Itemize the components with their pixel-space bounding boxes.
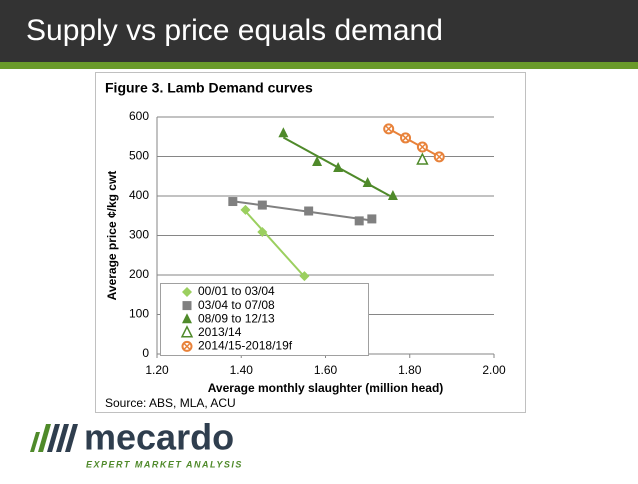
logo-bar: [47, 424, 60, 452]
marker-cross: [183, 342, 191, 350]
legend-label: 2013/14: [198, 325, 242, 339]
legend-label: 03/04 to 07/08: [198, 298, 275, 312]
plot: 0 100 200 300 400 500 600 1.20 1.40 1.60 1.80 2.00 A…: [105, 109, 506, 395]
marker-cross: [385, 125, 393, 133]
trend-line: [388, 127, 440, 158]
logo: mecardo EXPERT MARKET ANALYSIS: [30, 417, 243, 469]
x-tick-label: 1.60: [314, 363, 338, 377]
marker: [304, 206, 314, 216]
marker: [228, 197, 238, 207]
marker: [416, 141, 428, 153]
legend-label: 2014/15-2018/19f: [198, 339, 293, 353]
logo-bar: [56, 424, 69, 452]
chart-title: Figure 3. Lamb Demand curves: [105, 80, 313, 96]
y-tick-label: 300: [129, 228, 149, 242]
marker: [433, 151, 445, 163]
x-tick-label: 1.20: [145, 363, 169, 377]
chart-frame: [95, 72, 526, 413]
marker: [367, 214, 377, 224]
marker: [182, 301, 192, 311]
marker: [400, 132, 412, 144]
legend-box: [160, 283, 369, 356]
marker: [278, 127, 289, 138]
x-tick-label: 2.00: [482, 363, 506, 377]
marker: [354, 216, 364, 226]
marker: [416, 152, 429, 165]
source: Source: ABS, MLA, ACU: [105, 396, 236, 410]
y-tick-label: 0: [142, 346, 149, 360]
x-axis-title: Average monthly slaughter (million head): [208, 381, 444, 395]
trend-line: [232, 200, 372, 222]
x-tick-label: 1.40: [230, 363, 254, 377]
logo-name: mecardo: [84, 417, 234, 458]
marker-cross: [402, 134, 410, 142]
slide-title: Supply vs price equals demand: [26, 14, 443, 47]
marker: [387, 190, 398, 200]
marker: [299, 271, 310, 282]
legend-label: 08/09 to 12/13: [198, 311, 275, 325]
marker: [180, 325, 194, 338]
marker: [257, 200, 267, 210]
logo-bar: [30, 432, 40, 452]
marker: [257, 226, 268, 237]
marker: [333, 161, 344, 172]
marker-cross: [435, 153, 443, 161]
y-axis-title: Average price ¢/kg cwt: [105, 171, 119, 301]
marker: [362, 176, 373, 187]
y-tick-label: 100: [129, 307, 149, 321]
y-tick-label: 600: [129, 109, 149, 123]
logo-bar: [38, 424, 51, 452]
y-tick-label: 400: [129, 188, 149, 202]
marker: [181, 340, 193, 352]
y-tick-label: 500: [129, 149, 149, 163]
marker: [182, 313, 192, 324]
header-stripe: [0, 62, 638, 69]
logo-bar: [65, 424, 78, 452]
marker-cross: [418, 143, 426, 151]
x-tick-label: 1.80: [398, 363, 422, 377]
trend-line: [244, 210, 306, 278]
marker: [240, 204, 251, 215]
y-tick-label: 200: [129, 267, 149, 281]
marker: [182, 287, 192, 297]
legend-label: 00/01 to 03/04: [198, 284, 275, 298]
marker: [383, 123, 395, 135]
marker: [312, 156, 323, 167]
logo-tagline: EXPERT MARKET ANALYSIS: [86, 459, 243, 469]
header-bar: [0, 0, 638, 62]
